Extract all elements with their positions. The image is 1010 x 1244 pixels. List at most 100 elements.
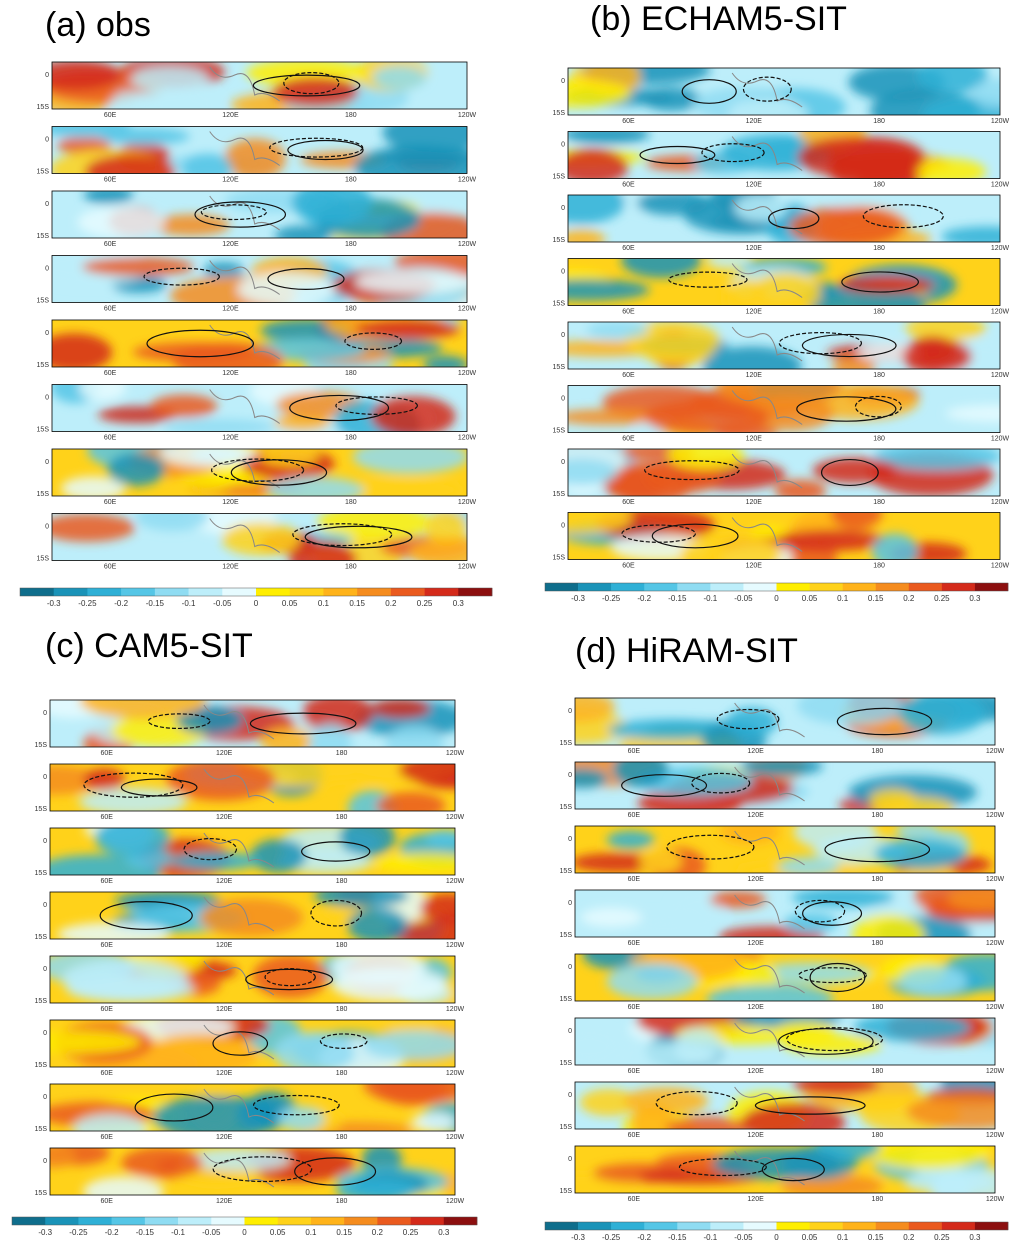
colorbar: -0.3 -0.25 -0.2 -0.15 -0.1 -0.05 0 0.05 0.1 0.15 0…: [544, 582, 1009, 603]
contour: [210, 458, 305, 482]
lon-label: 120E: [222, 112, 239, 119]
lon-label: 180: [872, 812, 884, 819]
map-strip: [575, 890, 995, 937]
colorbar-label: -0.05: [213, 599, 232, 608]
lat-label: 15S: [560, 932, 573, 939]
contour: [252, 1094, 340, 1116]
map-frame: [49, 699, 456, 748]
anomaly-blob: [52, 513, 135, 542]
map-frame: [51, 384, 468, 432]
colorbar-swatch: [875, 1222, 910, 1230]
lon-label: 120W: [986, 1004, 1005, 1011]
contour: [301, 841, 371, 862]
contour: [212, 1031, 269, 1056]
lon-label: 120E: [222, 241, 239, 248]
colorbar-label: -0.05: [734, 1233, 753, 1242]
contour: [143, 267, 220, 286]
lat-label: 15S: [560, 996, 573, 1003]
colorbar-label: -0.1: [703, 594, 717, 603]
map-field: [568, 258, 958, 306]
colorbar-label: 0.05: [282, 599, 298, 608]
anomaly-blob: [728, 98, 809, 115]
map-field: [580, 890, 995, 937]
lon-label: 120W: [991, 245, 1010, 252]
lon-label: 60E: [104, 112, 117, 119]
lon-label: 120W: [458, 564, 477, 571]
contour: [83, 772, 184, 798]
map-field: [575, 1018, 995, 1065]
lon-label: 60E: [100, 814, 113, 821]
colorbar-swatch: [908, 1222, 943, 1230]
contour: [292, 523, 393, 547]
lon-label: 60E: [622, 372, 635, 379]
colorbar-label: 0.05: [802, 1233, 818, 1242]
colorbar-swatch: [443, 1217, 478, 1225]
coastline: [731, 263, 803, 298]
colorbar-swatch: [941, 1222, 976, 1230]
lon-label: 180: [345, 241, 357, 248]
lon-label: 180: [345, 177, 357, 184]
lon-label: 60E: [628, 1004, 641, 1011]
anomaly-blob: [797, 136, 915, 179]
anomaly-blob: [52, 333, 113, 367]
anomaly-blob: [624, 322, 720, 361]
map-frame: [574, 953, 996, 1002]
colorbar-label: -0.3: [571, 594, 585, 603]
coastline: [734, 766, 805, 802]
lat-label: 0: [43, 1030, 47, 1037]
colorbar-label: -0.2: [114, 599, 128, 608]
map-strip: [50, 1020, 455, 1067]
anomaly-blob: [355, 320, 461, 340]
colorbar-swatch: [87, 588, 122, 596]
anomaly-blob: [170, 851, 261, 871]
lon-label: 180: [872, 748, 884, 755]
lon-label: 60E: [622, 436, 635, 443]
colorbar-swatch: [458, 588, 493, 596]
lat-label: 0: [568, 900, 572, 907]
lon-label: 60E: [628, 1068, 641, 1075]
colorbar-label: -0.25: [78, 599, 97, 608]
anomaly-blob: [152, 214, 231, 236]
map-field: [57, 892, 455, 939]
map-strip: [568, 449, 1000, 496]
coastline: [203, 1088, 275, 1124]
anomaly-blob: [619, 1042, 715, 1065]
coastline: [209, 260, 280, 295]
map-field: [582, 954, 995, 1001]
lat-label: 15S: [37, 427, 50, 434]
map-frame: [51, 319, 468, 368]
lon-label: 120W: [991, 118, 1010, 125]
anomaly-blob: [941, 226, 1000, 242]
colorbar-swatch: [244, 1217, 279, 1225]
coastline: [734, 894, 805, 930]
map-frame: [49, 1083, 456, 1132]
anomaly-blob: [352, 449, 467, 474]
lon-label: 60E: [104, 241, 117, 248]
anomaly-blob: [376, 792, 446, 811]
panel: (c) CAM5-SIT 0 15S 60E 120E 180 120W 0 15S 60E 120…: [11, 627, 478, 1237]
contour: [289, 394, 390, 422]
anomaly-blob: [568, 458, 618, 486]
coastline: [203, 832, 275, 868]
anomaly-blob: [777, 856, 840, 873]
colorbar-swatch: [12, 1217, 46, 1225]
anomaly-blob: [347, 907, 408, 939]
colorbar-swatch: [644, 583, 678, 591]
lon-label: 180: [345, 499, 357, 506]
lat-label: 0: [45, 72, 49, 79]
anomaly-blob: [586, 322, 648, 339]
colorbar-label: 0.25: [934, 1233, 950, 1242]
anomaly-blob: [331, 967, 448, 1002]
lat-label: 15S: [37, 104, 50, 111]
lon-label: 180: [873, 499, 885, 506]
colorbar-swatch: [908, 583, 943, 591]
contour: [267, 268, 345, 290]
anomaly-blob: [871, 533, 918, 560]
lat-label: 0: [43, 902, 47, 909]
lon-label: 60E: [100, 942, 113, 949]
lat-label: 15S: [37, 491, 50, 498]
anomaly-blob: [739, 762, 823, 777]
colorbar-label: 0.15: [868, 594, 884, 603]
lon-label: 120E: [746, 499, 763, 506]
lat-label: 0: [561, 269, 565, 276]
